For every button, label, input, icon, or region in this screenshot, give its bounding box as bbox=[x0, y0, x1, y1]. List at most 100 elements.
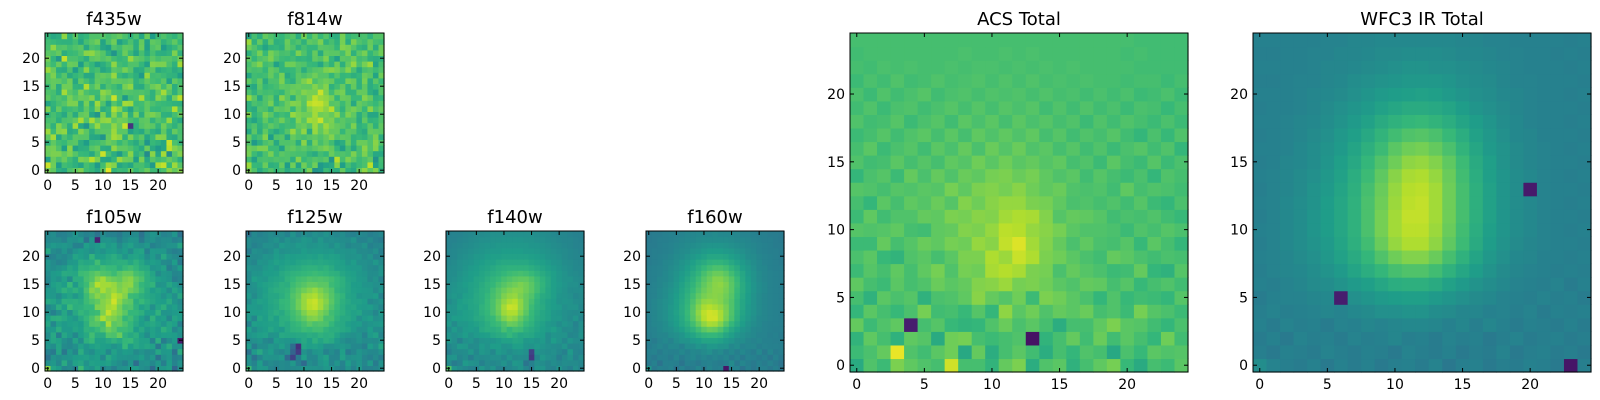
heatmap-cell bbox=[1174, 250, 1188, 264]
heatmap-cell bbox=[323, 237, 329, 243]
heatmap-cell bbox=[106, 117, 112, 123]
heatmap-cell bbox=[268, 343, 274, 349]
heatmap-cell bbox=[161, 276, 167, 282]
heatmap-cell bbox=[290, 326, 296, 332]
heatmap-cell bbox=[1161, 304, 1175, 318]
heatmap-cell bbox=[518, 265, 524, 271]
heatmap-cell bbox=[1107, 358, 1121, 372]
heatmap-cell bbox=[340, 248, 346, 254]
heatmap-cell bbox=[166, 326, 172, 332]
heatmap-cell bbox=[1134, 250, 1148, 264]
heatmap-cell bbox=[1026, 358, 1040, 372]
heatmap-cell bbox=[1307, 304, 1321, 318]
heatmap-cell bbox=[323, 354, 329, 360]
heatmap-cell bbox=[668, 248, 674, 254]
heatmap-cell bbox=[106, 44, 112, 50]
heatmap-cell bbox=[1361, 250, 1375, 264]
heatmap-cell bbox=[701, 304, 707, 310]
heatmap-cell bbox=[155, 354, 161, 360]
x-tick-label: 10 bbox=[94, 178, 112, 194]
heatmap-cell bbox=[696, 332, 702, 338]
heatmap-cell bbox=[285, 265, 291, 271]
heatmap-cell bbox=[562, 248, 568, 254]
heatmap-cell bbox=[257, 50, 263, 56]
heatmap-cell bbox=[540, 309, 546, 315]
heatmap-cell bbox=[144, 265, 150, 271]
heatmap-cell bbox=[362, 139, 368, 145]
heatmap-cell bbox=[523, 332, 529, 338]
heatmap-cell bbox=[1456, 291, 1470, 305]
heatmap-cell bbox=[1564, 209, 1578, 223]
heatmap-cell bbox=[1307, 196, 1321, 210]
heatmap-cell bbox=[117, 354, 123, 360]
heatmap-cell bbox=[657, 309, 663, 315]
heatmap-cell bbox=[1026, 74, 1040, 88]
heatmap-cell bbox=[257, 343, 263, 349]
heatmap-cell bbox=[1093, 196, 1107, 210]
heatmap-cell bbox=[534, 253, 540, 259]
heatmap-cell bbox=[474, 309, 480, 315]
heatmap-cell bbox=[345, 117, 351, 123]
heatmap-cell bbox=[1066, 236, 1080, 250]
heatmap-cell bbox=[100, 134, 106, 140]
heatmap-cell bbox=[323, 128, 329, 134]
heatmap-cell bbox=[139, 276, 145, 282]
heatmap-cell bbox=[1375, 169, 1389, 183]
heatmap-cell bbox=[972, 87, 986, 101]
heatmap-cell bbox=[139, 139, 145, 145]
heatmap-cell bbox=[373, 78, 379, 84]
heatmap-cell bbox=[84, 281, 90, 287]
heatmap-cell bbox=[864, 331, 878, 345]
heatmap-cell bbox=[307, 72, 313, 78]
heatmap-cell bbox=[373, 162, 379, 168]
heatmap-cell bbox=[117, 242, 123, 248]
heatmap-cell bbox=[161, 315, 167, 321]
heatmap-cell bbox=[144, 39, 150, 45]
y-tick-label: 10 bbox=[223, 305, 241, 321]
heatmap-cell bbox=[111, 123, 117, 129]
heatmap-cell bbox=[172, 332, 178, 338]
heatmap-cell bbox=[89, 134, 95, 140]
heatmap-cell bbox=[446, 270, 452, 276]
heatmap-cell bbox=[67, 237, 73, 243]
heatmap-cell bbox=[485, 304, 491, 310]
heatmap-cell bbox=[931, 196, 945, 210]
heatmap-cell bbox=[100, 270, 106, 276]
heatmap-cell bbox=[144, 321, 150, 327]
heatmap-cell bbox=[1469, 331, 1483, 345]
heatmap-cell bbox=[345, 315, 351, 321]
heatmap-cell bbox=[367, 253, 373, 259]
heatmap-cell bbox=[139, 304, 145, 310]
heatmap-cell bbox=[95, 83, 101, 89]
heatmap-cell bbox=[1107, 196, 1121, 210]
heatmap-cell bbox=[356, 326, 362, 332]
heatmap-cell bbox=[279, 287, 285, 293]
heatmap-cell bbox=[172, 276, 178, 282]
heatmap-cell bbox=[1174, 196, 1188, 210]
heatmap-cell bbox=[1267, 318, 1281, 332]
heatmap-cell bbox=[139, 354, 145, 360]
heatmap-cell bbox=[701, 293, 707, 299]
heatmap-cell bbox=[279, 151, 285, 157]
heatmap-cell bbox=[551, 321, 557, 327]
heatmap-cell bbox=[490, 242, 496, 248]
heatmap-cell bbox=[334, 67, 340, 73]
heatmap-cell bbox=[1267, 304, 1281, 318]
heatmap-cell bbox=[290, 332, 296, 338]
heatmap-cell bbox=[756, 281, 762, 287]
heatmap-cell bbox=[701, 337, 707, 343]
heatmap-cell bbox=[373, 354, 379, 360]
heatmap-cell bbox=[296, 33, 302, 39]
heatmap-cell bbox=[1321, 209, 1335, 223]
heatmap-cell bbox=[51, 276, 57, 282]
heatmap-cell bbox=[252, 89, 258, 95]
heatmap-cell bbox=[117, 78, 123, 84]
heatmap-cell bbox=[556, 304, 562, 310]
heatmap-cell bbox=[367, 293, 373, 299]
heatmap-cell bbox=[268, 349, 274, 355]
heatmap-cell bbox=[51, 128, 57, 134]
heatmap-cell bbox=[663, 326, 669, 332]
heatmap-cell bbox=[56, 315, 62, 321]
heatmap-cell bbox=[523, 349, 529, 355]
heatmap-cell bbox=[740, 354, 746, 360]
